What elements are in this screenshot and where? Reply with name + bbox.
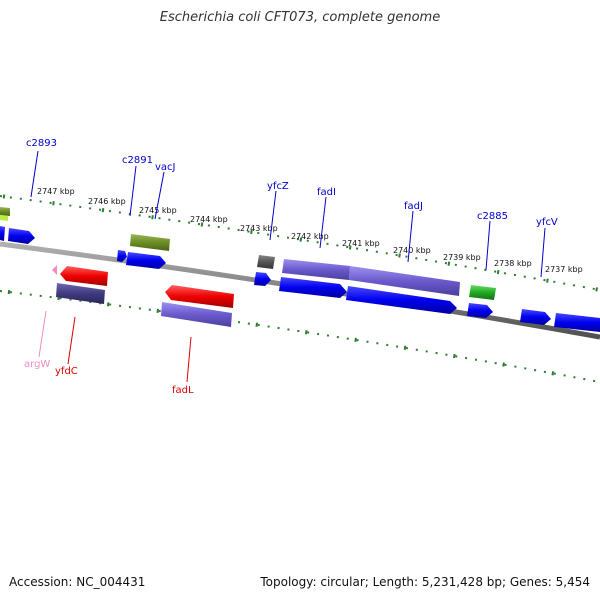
scale-label: 2740 kbp [393,246,431,255]
gene-feature[interactable] [165,285,234,308]
gene-label-argw[interactable]: argW [24,359,50,370]
gene-label-c2891[interactable]: c2891 [122,155,153,166]
gene-feature[interactable] [126,252,166,269]
leader-lines [30,150,546,383]
upper-features [0,207,600,332]
gene-label-yfdc[interactable]: yfdC [55,366,78,377]
gene-label-fadl[interactable]: fadL [172,385,194,396]
scale-labels: 2747 kbp 2746 kbp 2745 kbp 2744 kbp 2743… [37,187,583,274]
gene-feature[interactable] [346,286,457,314]
gene-feature[interactable] [130,234,170,251]
gene-label-yfcv[interactable]: yfcV [536,217,558,228]
scale-label: 2747 kbp [37,187,75,196]
summary-text: Topology: circular; Length: 5,231,428 bp… [260,575,590,589]
scale-label: 2738 kbp [494,259,532,268]
gene-feature[interactable] [56,283,105,304]
lower-tick-track [0,289,600,384]
upper-tick-track [0,194,600,292]
gene-label-fadi[interactable]: fadI [317,187,336,198]
scale-label: 2744 kbp [190,215,228,224]
scale-label: 2743 kbp [240,224,278,233]
gene-feature[interactable] [282,259,350,280]
lower-features [52,265,234,327]
gene-feature[interactable] [279,277,347,298]
gene-feature[interactable] [254,272,271,286]
gene-labels: c2893 c2891 vacJ yfcZ fadI fadJ c2885 yf… [24,138,558,396]
map-title: Escherichia coli CFT073, complete genome [159,10,441,25]
scale-label: 2741 kbp [342,239,380,248]
gene-label-c2893[interactable]: c2893 [26,138,57,149]
gene-label-fadj[interactable]: fadJ [404,201,423,212]
scale-label: 2739 kbp [443,253,481,262]
gene-feature[interactable] [0,207,10,216]
gene-label-yfcz[interactable]: yfcZ [267,181,289,192]
gene-feature[interactable] [554,313,600,332]
gene-feature[interactable] [0,215,8,221]
gene-feature[interactable] [469,285,496,300]
gene-feature[interactable] [117,250,127,262]
gene-feature[interactable] [0,226,5,241]
scale-label: 2746 kbp [88,197,126,206]
scale-label: 2745 kbp [139,206,177,215]
scale-label: 2737 kbp [545,265,583,274]
gene-feature[interactable] [349,266,460,296]
gene-feature[interactable] [52,265,57,275]
accession-text: Accession: NC_004431 [9,575,146,589]
gene-feature[interactable] [60,266,108,286]
gene-feature[interactable] [257,255,275,269]
gene-label-vacj[interactable]: vacJ [155,162,176,173]
scale-label: 2742 kbp [291,232,329,241]
gene-feature[interactable] [520,309,551,325]
gene-feature[interactable] [161,302,232,327]
gene-label-c2885[interactable]: c2885 [477,211,508,222]
gene-feature[interactable] [8,228,35,244]
gene-feature[interactable] [467,303,493,318]
